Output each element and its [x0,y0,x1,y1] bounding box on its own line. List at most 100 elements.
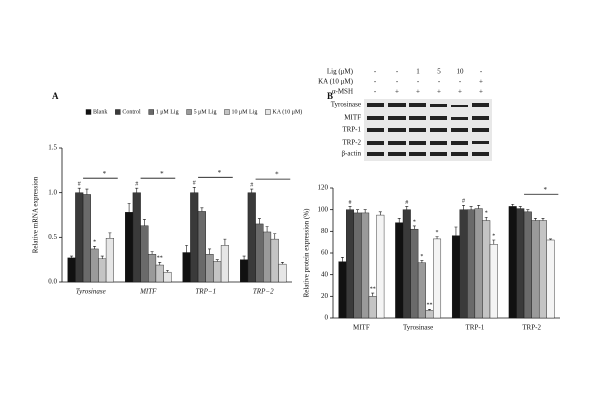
blot-background [364,99,492,161]
error-bar [462,205,466,210]
legend-swatch [265,109,271,115]
error-bar [427,309,431,311]
significance-marker: ** [370,286,376,292]
error-bar [273,233,277,240]
legend-swatch [224,109,230,115]
error-bar [518,206,522,209]
error-bar [397,218,401,223]
blot-protein-label: TRP-2 [342,139,361,147]
bar [546,239,555,319]
bar [240,259,249,283]
legend-label: 1 μM Lig [156,109,179,115]
error-bar [477,205,481,209]
significance-marker: * [543,186,547,194]
blot-condition-value: 10 [457,68,465,76]
y-tick-label: 100 [318,205,329,213]
error-bar [492,239,496,245]
y-tick-label: 120 [318,184,329,192]
bar [482,220,491,319]
y-tick-label: 40 [321,270,329,278]
blot-condition-value: 5 [437,68,441,76]
significance-marker: * [420,254,423,260]
blot-condition-value: + [395,88,399,96]
error-bar [412,225,416,230]
error-bar [549,238,553,240]
error-bar [250,188,254,193]
legend-swatch [148,109,154,115]
bar [213,261,222,283]
error-bar [165,270,169,273]
blot-bands [367,103,489,156]
y-tick-label: 0 [325,314,329,322]
error-bar [127,203,131,213]
error-bar [85,188,89,195]
bar [346,209,355,319]
significance-marker: # [78,182,81,188]
bar [395,222,404,319]
error-bar [77,187,81,193]
error-bar [348,206,352,210]
significance-marker: * [436,230,439,236]
bar [132,192,141,283]
significance-marker: * [485,211,488,217]
significance-marker: * [275,171,279,179]
error-bar [533,218,537,221]
bar [467,209,476,319]
y-tick-label: 60 [321,249,329,257]
bar [98,258,107,283]
x-tick-label: Tyrosinase [76,288,106,296]
bar [163,271,172,283]
significance-marker: # [135,182,138,188]
bar [417,262,426,319]
error-bar [280,262,284,265]
y-axis-label: Relative mRNA expression [32,176,40,253]
error-bar [469,206,473,210]
y-axis-label: Relative protein expression (%) [303,208,311,298]
x-tick-label: MITF [139,288,157,296]
blot-condition-value: - [374,68,377,76]
error-bar [200,207,204,212]
legend-label: Control [122,109,141,115]
x-tick-label: TRP−1 [195,288,216,296]
bar [376,214,385,319]
error-bar [215,259,219,262]
legend-label: KA (10 μM) [272,108,302,115]
bar [255,223,264,283]
significance-marker: * [160,170,164,178]
y-tick-label: 0.5 [48,233,57,241]
blot-condition-value: 1 [416,68,420,76]
legend-swatch [186,109,192,115]
significance-marker: ** [157,256,163,262]
blot-condition-value: + [479,78,483,86]
significance-marker: * [93,240,96,246]
blot-condition-value: - [438,78,441,86]
bar [523,211,532,319]
bar [140,225,149,283]
legend-swatch [115,109,121,115]
error-bar [484,216,488,221]
blot-condition-label: α-MSH [332,88,353,96]
bar [368,296,377,319]
bar [205,254,214,283]
bar [451,235,460,319]
error-bar [223,238,227,246]
bar [220,245,229,283]
bar [148,254,157,283]
error-bar [93,245,97,249]
blot-condition-value: - [396,78,399,86]
blot-condition-value: - [374,78,377,86]
error-bar [371,292,375,297]
bar [125,212,134,283]
x-tick-label: TRP-1 [466,324,485,332]
significance-marker: * [492,233,495,239]
bar [197,211,206,283]
x-tick-label: Tyrosinase [403,324,433,332]
blot-image [364,99,492,161]
significance-marker: * [218,169,222,177]
bar [90,248,99,283]
bar [190,192,199,283]
blot-condition-value: - [374,88,377,96]
bar [433,238,442,319]
panel-label: A [52,91,59,101]
legend-label: 10 μM Lig [231,109,257,115]
